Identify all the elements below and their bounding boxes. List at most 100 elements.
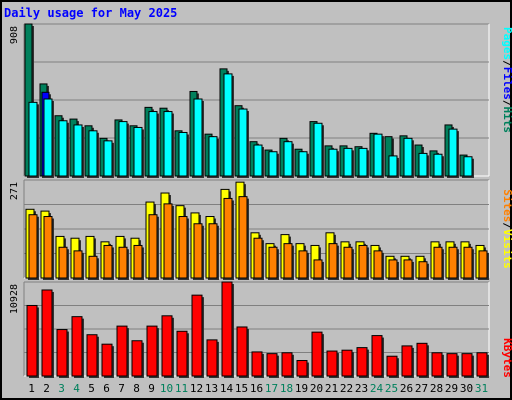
- sites-bar-day-23: [358, 244, 368, 279]
- pages-bar-day-25: [388, 155, 398, 177]
- sites-bar-day-2: [43, 216, 53, 279]
- pages-bar-day-10: [163, 111, 173, 177]
- x-tick-label-day-6: 6: [103, 382, 110, 395]
- kbytes-bar-day-19: [296, 360, 308, 377]
- sites-bar-day-8: [133, 244, 143, 279]
- legend-top-pages: Pages: [501, 27, 512, 60]
- sites-bar-day-26: [403, 259, 413, 279]
- x-tick-label-day-31: 31: [475, 382, 488, 395]
- kbytes-bar-day-17: [266, 353, 278, 377]
- kbytes-bar-day-11: [176, 330, 188, 377]
- sites-bar-day-17: [268, 246, 278, 279]
- kbytes-bar-day-18: [281, 352, 293, 377]
- kbytes-bar-day-1: [26, 304, 38, 377]
- sites-bar-day-21: [328, 243, 338, 279]
- x-tick-label-day-23: 23: [355, 382, 368, 395]
- legend-middle: Sites/Visits: [501, 189, 512, 269]
- sites-bar-day-1: [28, 214, 38, 279]
- legend-bottom-kbytes: KBytes: [501, 338, 512, 378]
- pages-bar-day-1: [28, 101, 38, 177]
- kbytes-bar-day-9: [146, 325, 158, 377]
- x-tick-label-day-8: 8: [133, 382, 140, 395]
- panel-top-ymax-label: 908: [9, 26, 20, 44]
- kbytes-bar-day-4: [71, 316, 83, 377]
- sites-bar-day-16: [253, 237, 263, 279]
- legend-top-hits: Hits: [501, 107, 512, 134]
- x-tick-label-day-22: 22: [340, 382, 353, 395]
- pages-bar-day-14: [223, 73, 233, 177]
- kbytes-bar-day-5: [86, 334, 98, 377]
- legend-bottom: KBytes: [501, 338, 512, 378]
- x-tick-label-day-13: 13: [205, 382, 218, 395]
- kbytes-bar-day-15: [236, 326, 248, 377]
- kbytes-bar-day-28: [431, 352, 443, 377]
- pages-bar-day-21: [328, 148, 338, 177]
- pages-bar-day-6: [103, 140, 113, 177]
- sites-bar-day-7: [118, 246, 128, 279]
- x-tick-label-day-4: 4: [73, 382, 80, 395]
- x-tick-label-day-20: 20: [310, 382, 323, 395]
- sites-bar-day-13: [208, 223, 218, 279]
- sites-bar-day-20: [313, 259, 323, 279]
- kbytes-bar-day-3: [56, 329, 68, 377]
- kbytes-bar-day-20: [311, 331, 323, 377]
- kbytes-bar-day-23: [356, 347, 368, 377]
- sites-bar-day-30: [463, 246, 473, 279]
- kbytes-bar-day-16: [251, 351, 263, 377]
- pages-bar-day-20: [313, 122, 323, 177]
- pages-bar-day-18: [283, 141, 293, 177]
- kbytes-bar-day-7: [116, 325, 128, 377]
- sites-bar-day-27: [418, 261, 428, 279]
- pages-bar-day-23: [358, 147, 368, 177]
- sites-bar-day-29: [448, 246, 458, 279]
- x-tick-label-day-3: 3: [58, 382, 65, 395]
- sites-bar-day-31: [478, 250, 488, 279]
- pages-bar-day-11: [178, 131, 188, 177]
- x-tick-label-day-25: 25: [385, 382, 398, 395]
- kbytes-bar-day-8: [131, 340, 143, 377]
- page-title: Daily usage for May 2025: [4, 6, 178, 20]
- kbytes-bar-day-31: [476, 352, 488, 377]
- pages-bar-day-3: [58, 120, 68, 177]
- pages-bar-day-4: [73, 124, 83, 177]
- kbytes-bar-day-12: [191, 294, 203, 377]
- kbytes-bar-day-29: [446, 353, 458, 377]
- kbytes-bar-day-10: [161, 315, 173, 377]
- sites-bar-day-6: [103, 244, 113, 279]
- sites-bar-day-15: [238, 196, 248, 279]
- x-tick-label-day-15: 15: [235, 382, 248, 395]
- x-tick-label-day-16: 16: [250, 382, 263, 395]
- x-tick-label-day-11: 11: [175, 382, 188, 395]
- x-tick-label-day-24: 24: [370, 382, 384, 395]
- sites-bar-day-9: [148, 214, 158, 279]
- legend-middle-sites: Sites: [501, 189, 512, 222]
- sites-bar-day-25: [388, 259, 398, 279]
- kbytes-bar-day-24: [371, 335, 383, 377]
- x-tick-label-day-17: 17: [265, 382, 278, 395]
- x-tick-label-day-12: 12: [190, 382, 203, 395]
- pages-bar-day-17: [268, 151, 278, 177]
- pages-bar-day-13: [208, 136, 218, 177]
- pages-bar-day-29: [448, 128, 458, 177]
- pages-bar-day-30: [463, 156, 473, 177]
- x-tick-label-day-29: 29: [445, 382, 458, 395]
- x-tick-label-day-27: 27: [415, 382, 428, 395]
- legend-top-files: Files: [501, 67, 512, 100]
- pages-bar-day-12: [193, 98, 203, 177]
- sites-bar-day-12: [193, 223, 203, 279]
- pages-bar-day-9: [148, 111, 158, 177]
- pages-bar-day-27: [418, 152, 428, 177]
- kbytes-bar-day-30: [461, 353, 473, 377]
- sites-bar-day-10: [163, 203, 173, 279]
- x-tick-label-day-9: 9: [148, 382, 155, 395]
- legend-top: Pages/Files/Hits: [501, 27, 512, 133]
- x-tick-label-day-7: 7: [118, 382, 125, 395]
- pages-bar-day-22: [343, 147, 353, 177]
- x-tick-label-day-19: 19: [295, 382, 308, 395]
- kbytes-bar-day-25: [386, 355, 398, 377]
- kbytes-bar-day-26: [401, 345, 413, 377]
- pages-bar-day-5: [88, 130, 98, 177]
- x-tick-label-day-26: 26: [400, 382, 413, 395]
- sites-bar-day-24: [373, 250, 383, 279]
